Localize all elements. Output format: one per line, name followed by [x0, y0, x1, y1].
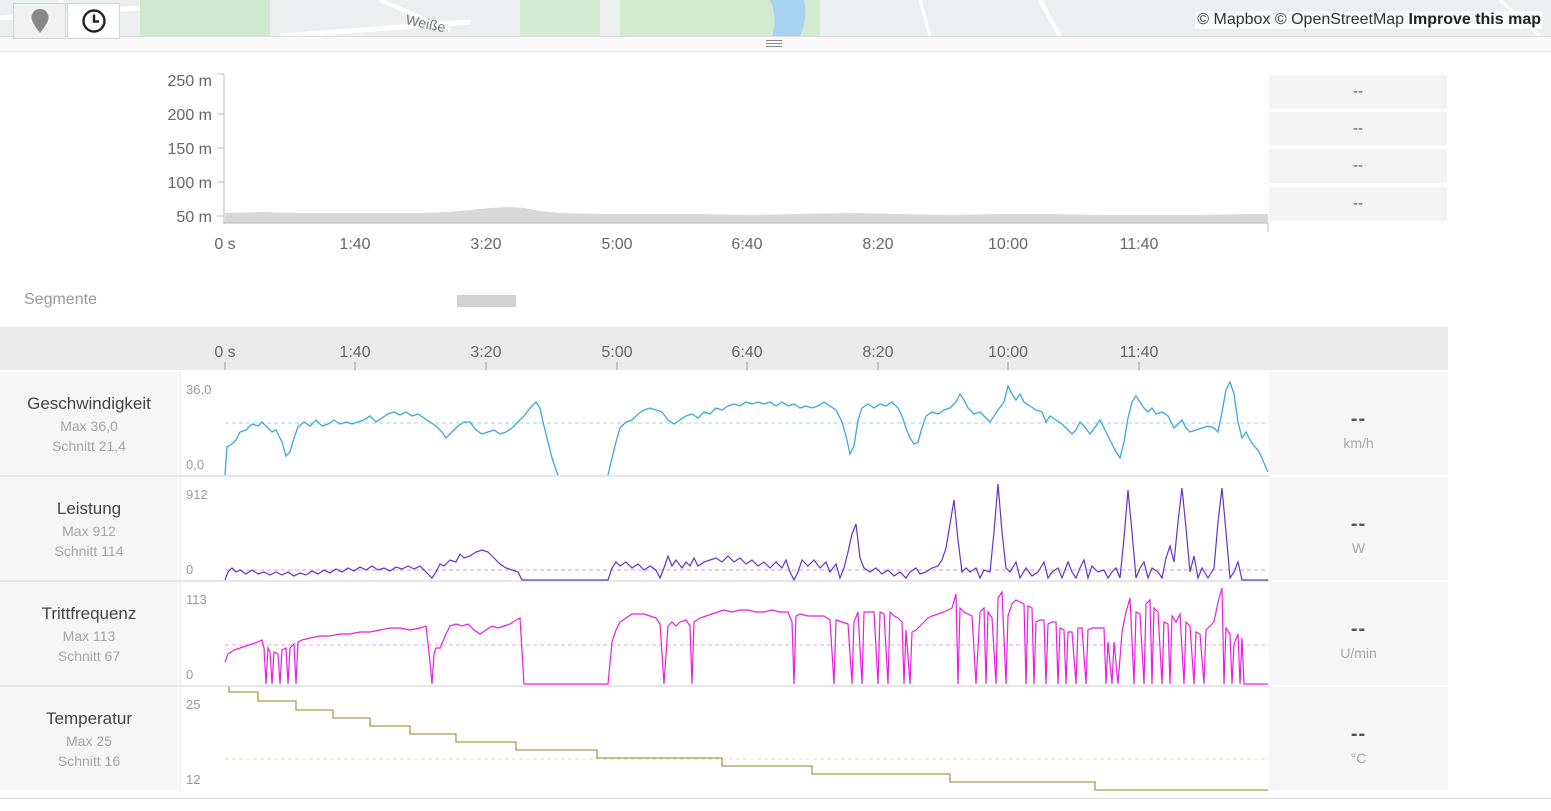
cadence-y-min: 0	[186, 667, 193, 682]
elevation-x-axis: 0 s 1:40 3:20 5:00 6:40 8:20 10:00 11:40	[214, 222, 1269, 253]
temperature-chart[interactable]: 25 12	[179, 687, 1268, 792]
time-axis-tick: 8:20	[862, 344, 893, 361]
metric-name: Temperatur	[46, 709, 132, 728]
distance-mode-button[interactable]	[13, 3, 66, 39]
time-axis-tick: 6:40	[731, 344, 762, 361]
metric-avg: Schnitt 16	[57, 753, 121, 769]
metric-name: Geschwindigkeit	[27, 394, 151, 413]
elevation-x-tick: 1:40	[339, 236, 370, 253]
bottom-divider	[0, 798, 1551, 799]
time-axis-tick: 11:40	[1120, 344, 1159, 361]
temperature-y-max: 25	[186, 697, 200, 712]
speed-chart[interactable]: 36,0 0,0	[179, 372, 1269, 476]
metric-value-cadence: -- U/min	[1269, 582, 1448, 685]
elevation-x-tick: 5:00	[601, 236, 632, 253]
metric-current-value: --	[1350, 723, 1367, 745]
elevation-y-tick: 200 m	[168, 107, 212, 124]
metric-current-value: --	[1350, 618, 1367, 640]
elevation-y-axis: 250 m 200 m 150 m 100 m 50 m	[168, 73, 225, 226]
time-mode-button[interactable]	[67, 3, 120, 39]
elevation-x-tick: 3:20	[470, 236, 501, 253]
segment-bar[interactable]	[457, 295, 516, 307]
metric-avg: Schnitt 67	[57, 648, 121, 664]
power-y-min: 0	[186, 562, 193, 577]
location-pin-icon	[31, 9, 48, 33]
speed-y-max: 36,0	[186, 382, 211, 397]
metric-unit: U/min	[1340, 645, 1377, 661]
metric-max: Max 36,0	[60, 418, 118, 434]
speed-series	[224, 380, 1269, 476]
mapbox-attribution[interactable]: © Mapbox	[1197, 11, 1271, 28]
elevation-chart[interactable]: 250 m 200 m 150 m 100 m 50 m 0 s 1:40 3:…	[0, 60, 1280, 260]
segments-label: Segmente	[24, 291, 97, 308]
metric-avg: Schnitt 21,4	[52, 438, 126, 454]
cadence-chart[interactable]: 113 0	[179, 582, 1268, 685]
time-axis-header	[0, 327, 1448, 370]
temperature-y-min: 12	[186, 772, 200, 787]
summary-stat: --	[1269, 187, 1447, 221]
map-resize-splitter[interactable]	[0, 36, 1551, 52]
temperature-series	[228, 687, 1268, 791]
metric-unit: W	[1351, 540, 1366, 556]
metric-current-value: --	[1350, 408, 1367, 430]
map-view[interactable]: Weiße © Mapbox © OpenStreetMap Improve t…	[0, 0, 1551, 36]
elevation-y-tick: 50 m	[176, 209, 212, 226]
elevation-y-tick: 100 m	[168, 175, 212, 192]
time-axis-tick: 3:20	[470, 344, 501, 361]
elevation-x-tick: 8:20	[862, 236, 893, 253]
osm-attribution[interactable]: © OpenStreetMap	[1274, 11, 1405, 28]
speed-y-min: 0,0	[186, 457, 204, 472]
elevation-area	[225, 207, 1268, 223]
metric-current-value: --	[1350, 513, 1367, 535]
metric-value-temperature: -- °C	[1269, 687, 1448, 790]
improve-map-link[interactable]: Improve this map	[1408, 11, 1541, 28]
time-axis-tick: 10:00	[988, 344, 1028, 361]
metric-label-temperature: Temperatur Max 25 Schnitt 16	[0, 687, 178, 790]
time-axis-ticks: 0 s 1:40 3:20 5:00 6:40 8:20 10:00 11:40	[214, 344, 1159, 370]
metric-charts[interactable]: 36,0 0,0 912 0 113 0 25 12	[0, 372, 1270, 797]
summary-stat: --	[1269, 112, 1447, 146]
elevation-x-tick: 11:40	[1120, 236, 1159, 253]
metric-name: Leistung	[56, 499, 122, 518]
time-axis-tick: 5:00	[601, 344, 632, 361]
map-attribution: © Mapbox © OpenStreetMap Improve this ma…	[1195, 11, 1543, 29]
metric-max: Max 113	[62, 628, 116, 644]
metric-label-cadence: Trittfrequenz Max 113 Schnitt 67	[0, 582, 178, 685]
summary-stat: --	[1269, 149, 1447, 183]
metric-label-power: Leistung Max 912 Schnitt 114	[0, 477, 178, 580]
metric-avg: Schnitt 114	[54, 543, 124, 559]
cadence-y-max: 113	[186, 592, 207, 607]
metric-unit: km/h	[1343, 435, 1374, 451]
elevation-x-tick: 10:00	[988, 236, 1028, 253]
elevation-y-tick: 150 m	[168, 141, 212, 158]
summary-stat: --	[1269, 75, 1447, 109]
metric-unit: °C	[1350, 750, 1367, 766]
drag-handle-icon[interactable]	[766, 40, 782, 49]
power-chart[interactable]: 912 0	[179, 477, 1268, 582]
metric-value-power: -- W	[1269, 477, 1448, 580]
time-axis-tick: 1:40	[339, 344, 370, 361]
metric-label-speed: Geschwindigkeit Max 36,0 Schnitt 21,4	[0, 372, 178, 475]
power-series	[224, 483, 1268, 582]
clock-icon	[81, 9, 106, 33]
power-y-max: 912	[186, 487, 208, 502]
time-axis-tick: 0 s	[214, 344, 235, 361]
metric-max: Max 912	[62, 523, 116, 539]
metric-value-speed: -- km/h	[1269, 372, 1448, 475]
elevation-y-tick: 250 m	[168, 73, 212, 90]
metric-name: Trittfrequenz	[41, 604, 137, 623]
time-axis: 0 s 1:40 3:20 5:00 6:40 8:20 10:00 11:40	[214, 344, 1159, 370]
elevation-x-tick: 6:40	[731, 236, 762, 253]
metric-max: Max 25	[66, 733, 112, 749]
cadence-series	[224, 587, 1268, 685]
elevation-x-tick: 0 s	[214, 236, 235, 253]
